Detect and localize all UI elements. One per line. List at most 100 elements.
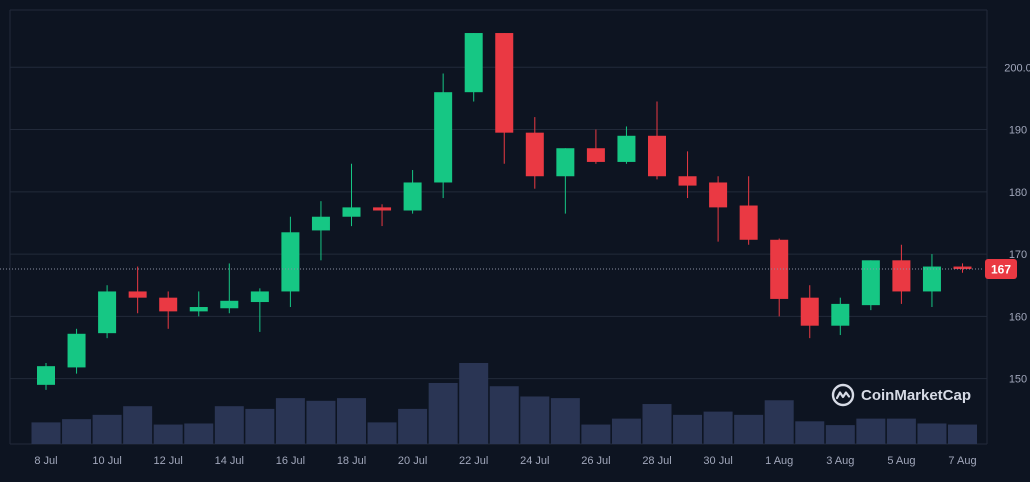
candle-body: [495, 33, 514, 133]
candle: [525, 117, 544, 189]
candle: [250, 288, 269, 332]
candle: [556, 148, 575, 214]
candle-body: [678, 176, 697, 186]
candle: [281, 216, 300, 308]
candle: [403, 170, 422, 214]
x-tick-label: 10 Jul: [92, 455, 121, 467]
x-tick-label: 26 Jul: [581, 455, 610, 467]
volume-bar: [92, 414, 122, 444]
volume-bar: [245, 408, 275, 444]
candle-body: [373, 207, 392, 211]
volume-bar: [673, 414, 703, 444]
candle: [953, 263, 972, 273]
candle-body: [922, 266, 941, 292]
volume-bar: [703, 411, 733, 444]
volume-bar: [550, 398, 580, 444]
candle: [648, 101, 666, 180]
volume-bar: [489, 386, 519, 444]
candle-body: [861, 260, 880, 306]
volume-bar: [886, 418, 916, 444]
candle-body: [250, 291, 269, 303]
candle: [98, 285, 117, 339]
x-tick-label: 5 Aug: [887, 455, 915, 467]
volume-bar: [581, 424, 611, 444]
candle-body: [128, 291, 147, 298]
candle: [892, 244, 911, 304]
candle-body: [800, 297, 819, 326]
volume-bar: [459, 363, 489, 444]
x-tick-label: 1 Aug: [765, 455, 793, 467]
candle-body: [586, 148, 605, 162]
candle-body: [311, 216, 330, 231]
volume-bar: [306, 400, 336, 444]
x-axis: 8 Jul 10 Jul 12 Jul 14 Jul 16 Jul 18 Jul 20 Ju…: [34, 455, 976, 467]
volume-bar: [611, 418, 641, 444]
candle-body: [342, 207, 361, 217]
volume-bar: [337, 398, 366, 444]
candle: [495, 33, 514, 164]
candle: [220, 263, 239, 314]
candle: [709, 176, 728, 242]
volume-bar: [214, 406, 244, 444]
volume-bar: [398, 408, 428, 444]
candle: [67, 328, 86, 374]
candle: [678, 151, 697, 199]
candle: [464, 33, 483, 102]
candle-body: [739, 205, 758, 240]
candle-body: [709, 182, 728, 208]
y-tick-label: 180: [1009, 187, 1027, 199]
candle-body: [434, 92, 453, 183]
candle: [434, 73, 453, 199]
volume-bar: [734, 414, 764, 444]
candle: [770, 238, 789, 317]
y-axis: 150 160 170 180 190 200.0: [1004, 62, 1030, 385]
candle: [922, 254, 941, 308]
candle-body: [403, 182, 422, 211]
x-tick-label: 30 Jul: [703, 455, 732, 467]
volume-bar: [948, 424, 977, 444]
x-tick-label: 24 Jul: [520, 455, 549, 467]
volume-bar: [520, 396, 550, 444]
volume-bars: [31, 363, 977, 444]
x-tick-label: 18 Jul: [337, 455, 366, 467]
candle: [342, 163, 361, 227]
volume-bar: [275, 398, 305, 444]
candle-body: [892, 260, 911, 292]
candle-body: [556, 148, 575, 177]
candle: [617, 126, 636, 164]
candle-body: [159, 297, 178, 312]
last-price-tag: [985, 259, 1017, 280]
volume-bar: [825, 425, 855, 444]
x-tick-label: 16 Jul: [276, 455, 305, 467]
x-tick-label: 14 Jul: [215, 455, 244, 467]
candles: [37, 33, 972, 390]
candle: [189, 291, 208, 317]
candle: [586, 129, 605, 164]
x-tick-label: 28 Jul: [642, 455, 671, 467]
y-tick-label: 200.0: [1004, 62, 1030, 74]
volume-bar: [123, 406, 153, 444]
volume-bar: [184, 423, 214, 444]
candle-body: [525, 132, 544, 177]
volume-bar: [367, 422, 397, 444]
candle-body: [281, 232, 300, 292]
x-tick-label: 22 Jul: [459, 455, 488, 467]
candle: [128, 266, 147, 314]
x-tick-label: 12 Jul: [154, 455, 183, 467]
coinmarketcap-logo-icon: [831, 383, 855, 407]
candle-body: [770, 239, 789, 299]
volume-bar: [795, 421, 825, 444]
candle: [311, 201, 330, 261]
candle-body: [37, 366, 55, 385]
candle: [373, 204, 392, 227]
candle-body: [189, 307, 208, 312]
candle-body: [617, 135, 636, 162]
volume-bar: [642, 404, 672, 444]
last-price-overlay: 167: [0, 259, 1017, 280]
x-tick-label: 7 Aug: [948, 455, 976, 467]
candle: [800, 285, 819, 339]
watermark-text: CoinMarketCap: [861, 386, 972, 404]
x-tick-label: 20 Jul: [398, 455, 427, 467]
volume-bar: [428, 382, 458, 444]
